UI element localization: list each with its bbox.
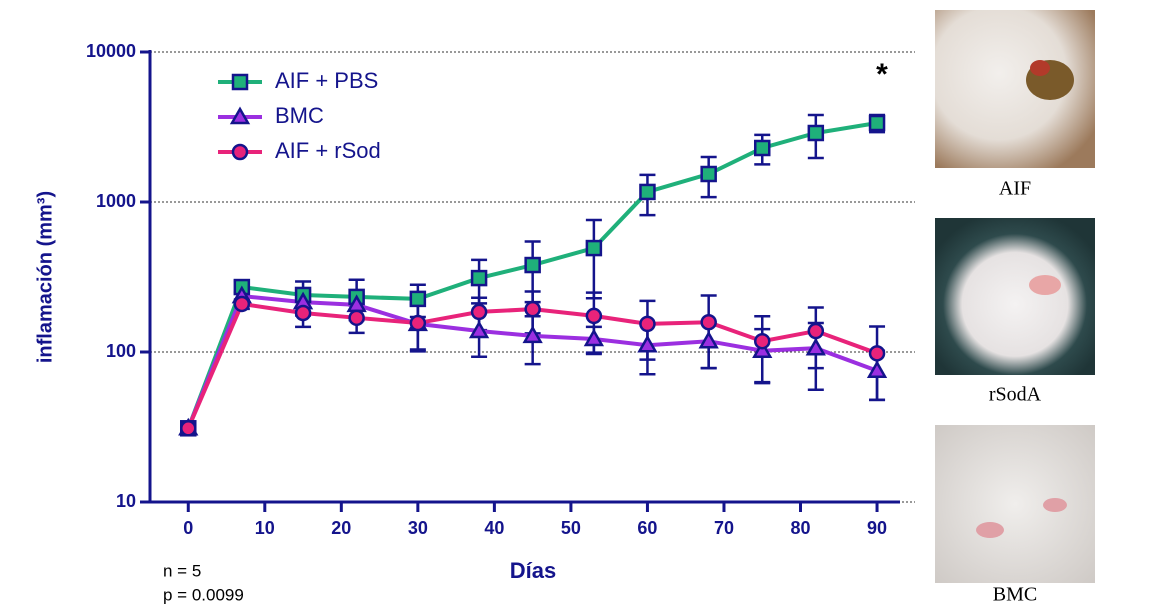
marker xyxy=(231,73,249,91)
marker xyxy=(229,106,251,125)
marker xyxy=(868,114,886,132)
photo-bmc xyxy=(935,425,1095,583)
photo-detail xyxy=(976,522,1004,538)
photo-detail xyxy=(1029,275,1061,295)
y-tick-label: 100 xyxy=(106,341,136,361)
marker xyxy=(807,124,825,142)
marker xyxy=(866,360,888,378)
marker xyxy=(752,340,773,358)
y-tick-label: 1000 xyxy=(96,191,136,211)
photo-caption: rSodA xyxy=(989,384,1042,406)
marker xyxy=(585,307,603,325)
legend-label: AIF + PBS xyxy=(275,68,378,93)
x-tick-label: 30 xyxy=(408,518,428,538)
legend-label: AIF + rSod xyxy=(275,138,381,163)
marker xyxy=(698,330,719,349)
y-tick-label: 10 xyxy=(116,491,136,511)
x-tick-label: 10 xyxy=(255,518,275,538)
marker xyxy=(807,322,825,340)
marker xyxy=(868,345,886,362)
marker xyxy=(470,303,488,321)
marker xyxy=(639,315,656,333)
marker xyxy=(294,304,312,322)
marker xyxy=(805,337,826,356)
marker xyxy=(233,295,251,313)
photo-caption: BMC xyxy=(993,584,1037,606)
marker xyxy=(348,309,365,327)
y-axis-title: inflamación (mm³) xyxy=(34,191,56,363)
x-axis-title: Días xyxy=(510,558,556,583)
photo xyxy=(935,425,1095,583)
annotation: * xyxy=(876,58,888,91)
x-tick-label: 40 xyxy=(484,518,504,538)
marker xyxy=(700,165,717,183)
photo-detail xyxy=(1030,60,1050,76)
marker xyxy=(637,334,658,353)
marker xyxy=(585,239,603,257)
marker xyxy=(231,143,249,161)
marker xyxy=(524,300,541,318)
y-tick-label: 10000 xyxy=(86,41,136,61)
note: n = 5 xyxy=(163,561,201,580)
marker xyxy=(753,139,771,157)
marker xyxy=(700,313,717,331)
x-tick-label: 0 xyxy=(183,518,193,538)
marker xyxy=(409,314,427,332)
marker xyxy=(583,328,605,347)
marker xyxy=(524,256,541,274)
marker xyxy=(409,290,427,308)
photo xyxy=(935,218,1095,375)
x-tick-label: 90 xyxy=(867,518,887,538)
photo-rsoda xyxy=(935,218,1095,375)
x-tick-label: 80 xyxy=(790,518,810,538)
marker xyxy=(180,420,197,437)
error-bar xyxy=(585,218,602,300)
marker xyxy=(753,332,771,350)
photo-aif xyxy=(935,10,1095,168)
x-tick-label: 70 xyxy=(714,518,734,538)
marker xyxy=(470,269,488,287)
marker xyxy=(639,183,656,201)
marker xyxy=(522,325,543,344)
legend-label: BMC xyxy=(275,103,324,128)
x-tick-label: 50 xyxy=(561,518,581,538)
photo-caption: AIF xyxy=(999,178,1031,200)
x-tick-label: 20 xyxy=(331,518,351,538)
x-tick-label: 60 xyxy=(637,518,657,538)
note: p = 0.0099 xyxy=(163,585,244,604)
photo-detail xyxy=(1043,498,1067,512)
marker xyxy=(468,320,490,339)
